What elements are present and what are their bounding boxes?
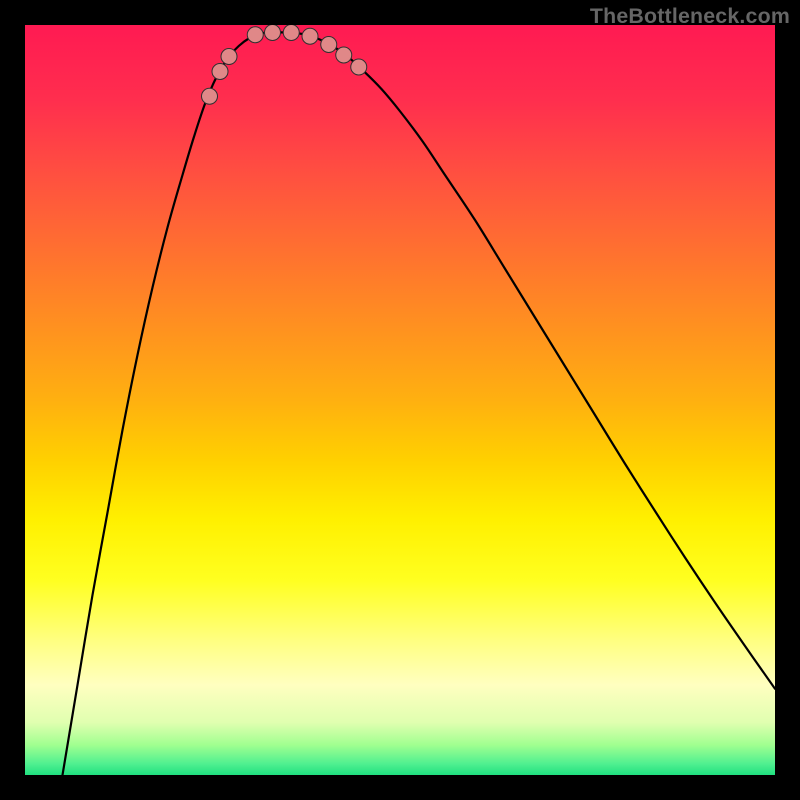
marker-dot bbox=[247, 27, 263, 43]
marker-dot bbox=[321, 37, 337, 53]
chart-frame: TheBottleneck.com bbox=[0, 0, 800, 800]
marker-dot bbox=[265, 25, 281, 41]
marker-dot bbox=[202, 88, 218, 104]
chart-plot-area bbox=[25, 25, 775, 775]
marker-dot bbox=[351, 59, 367, 75]
marker-dot bbox=[221, 49, 237, 65]
marker-layer bbox=[202, 25, 367, 104]
marker-dot bbox=[212, 64, 228, 80]
marker-dot bbox=[283, 25, 299, 41]
chart-svg bbox=[25, 25, 775, 775]
marker-dot bbox=[336, 47, 352, 63]
watermark-text: TheBottleneck.com bbox=[590, 4, 790, 29]
marker-dot bbox=[302, 28, 318, 44]
v-curve bbox=[63, 32, 776, 775]
